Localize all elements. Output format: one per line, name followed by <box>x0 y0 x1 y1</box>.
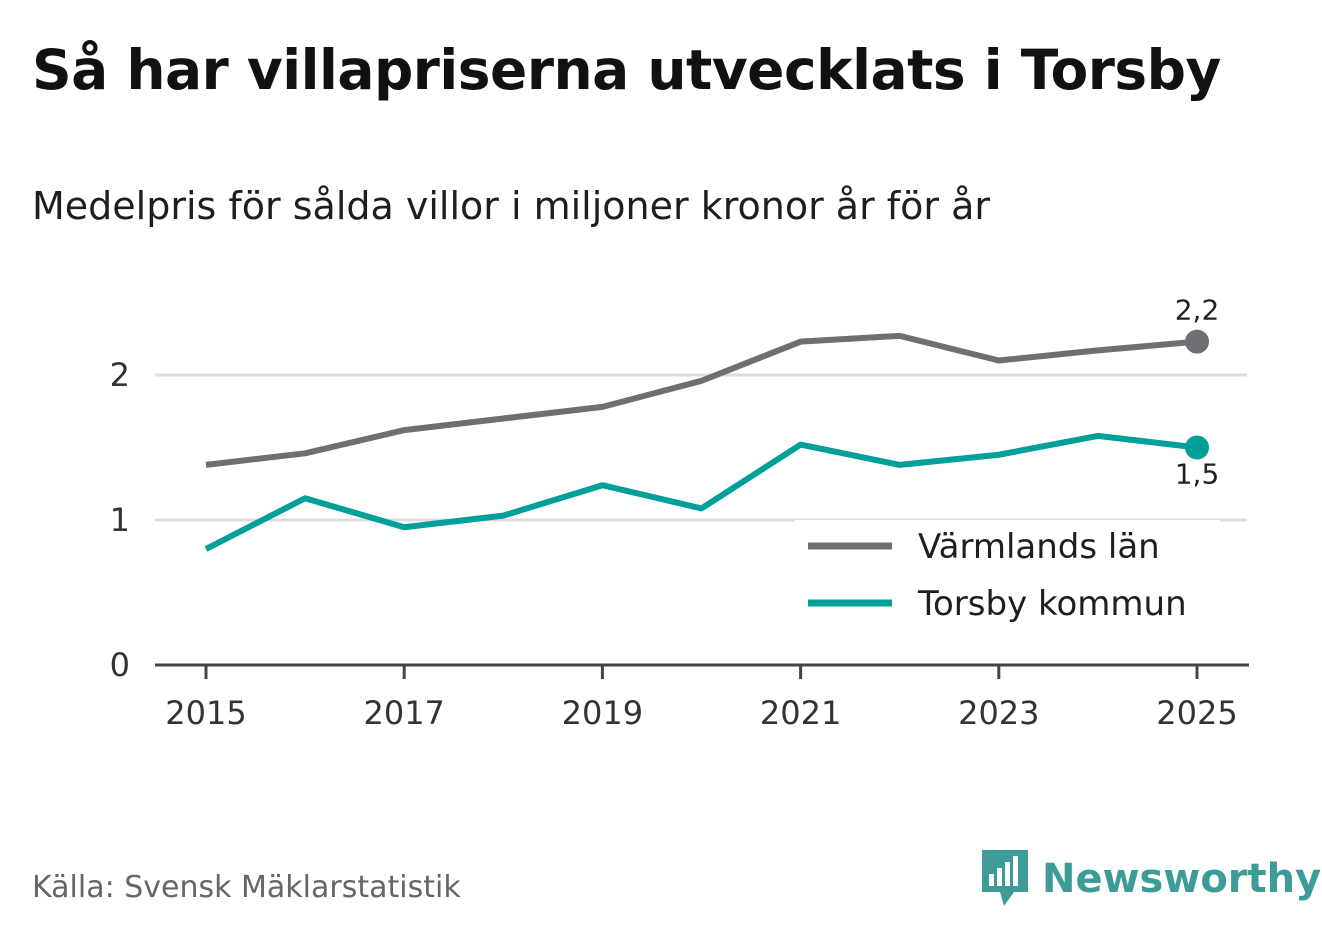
series-end-point-torsby <box>1185 435 1209 460</box>
end-label-torsby: 1,5 <box>1175 458 1220 491</box>
legend-background <box>795 520 1220 635</box>
x-tick-label: 2025 <box>1156 694 1237 732</box>
series-end-point-varmland <box>1185 329 1209 354</box>
x-tick-label: 2023 <box>958 694 1039 732</box>
legend: Värmlands län Torsby kommun <box>795 520 1220 635</box>
series-lines <box>204 329 1209 552</box>
legend-label-varmland: Värmlands län <box>918 527 1160 567</box>
y-tick-label: 2 <box>110 356 130 394</box>
y-tick-label: 1 <box>110 501 130 539</box>
source-note: Källa: Svensk Mäklarstatistik <box>32 870 461 905</box>
end-label-varmland: 2,2 <box>1175 294 1220 327</box>
end-labels: 2,2 1,5 <box>1175 294 1220 491</box>
x-tick-label: 2017 <box>363 694 444 732</box>
chart-title: Så har villapriserna utvecklats i Torsby <box>32 38 1221 102</box>
chart-subtitle: Medelpris för sålda villor i miljoner kr… <box>32 184 991 228</box>
x-tick-label: 2015 <box>165 694 246 732</box>
series-line-torsby <box>204 432 1198 552</box>
y-tick-label: 0 <box>110 646 130 684</box>
brand-logo: Newsworthy <box>980 848 1321 910</box>
legend-label-torsby: Torsby kommun <box>917 584 1187 624</box>
x-tick-label: 2019 <box>562 694 643 732</box>
newsworthy-logo-icon <box>982 850 1028 906</box>
series-line-varmland <box>205 332 1198 468</box>
axes: 0 1 2 2015 2017 2019 2021 2023 2025 <box>110 356 1249 732</box>
brand-name: Newsworthy <box>1042 856 1322 902</box>
x-tick-label: 2021 <box>760 694 841 732</box>
